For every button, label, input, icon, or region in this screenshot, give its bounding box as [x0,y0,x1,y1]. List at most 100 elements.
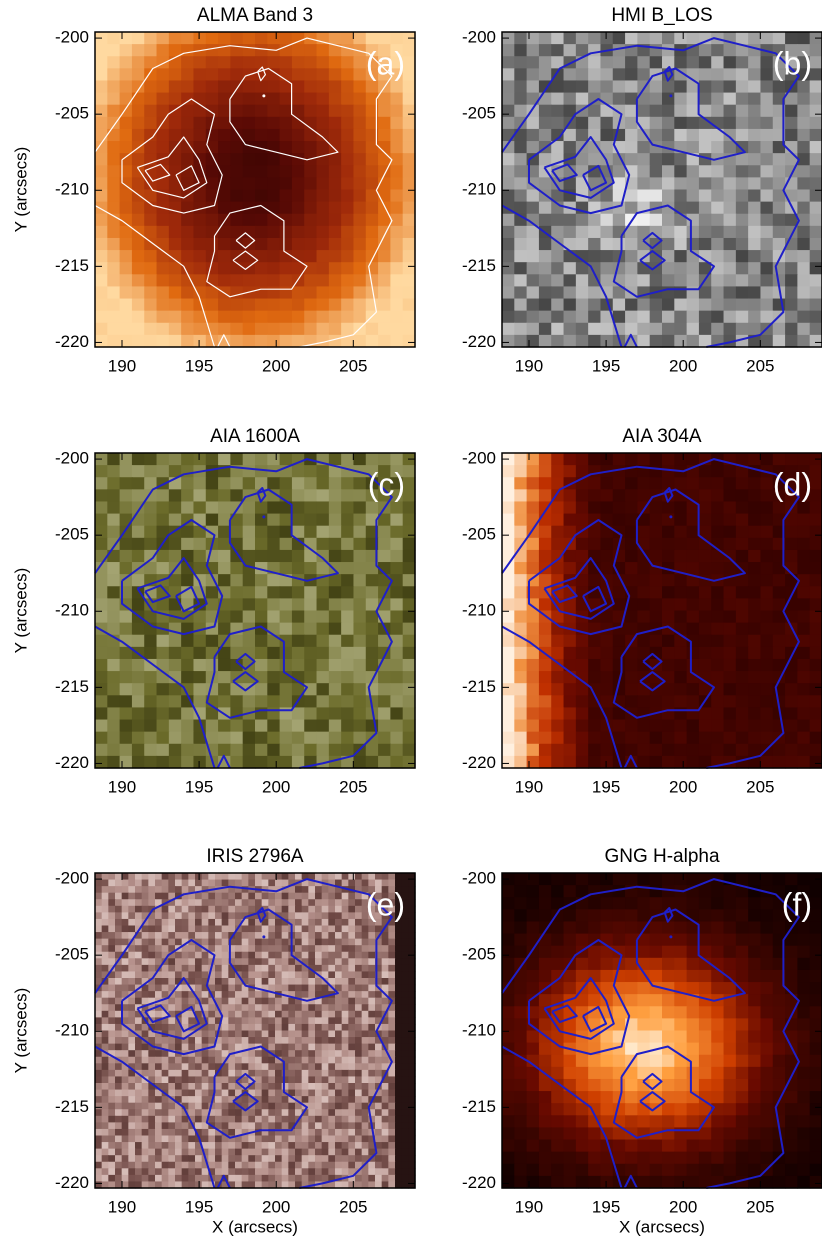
image-pixel [243,538,256,551]
image-pixel [650,153,663,166]
image-pixel [222,1122,229,1129]
image-pixel [202,880,209,887]
image-pixel [102,1103,109,1110]
image-pixel [275,1109,282,1116]
image-pixel [317,501,330,514]
image-pixel [175,906,182,913]
image-pixel [175,1116,182,1123]
image-pixel [202,1083,209,1090]
image-pixel [699,93,712,106]
image-pixel [242,1017,249,1024]
image-pixel [502,647,515,660]
image-pixel [355,899,362,906]
image-pixel [637,538,650,551]
image-pixel [551,465,564,478]
image-pixel [711,141,724,154]
image-pixel [335,1070,342,1077]
image-pixel [132,489,145,502]
image-pixel [539,477,552,490]
image-pixel [375,1011,382,1018]
image-pixel [637,141,650,154]
image-pixel [674,335,687,348]
image-pixel [95,68,108,81]
image-pixel [267,274,280,287]
image-pixel [144,335,157,348]
image-pixel [335,1037,342,1044]
image-pixel [402,1037,409,1044]
image-pixel [328,939,335,946]
image-pixel [402,1149,409,1156]
image-pixel [157,335,170,348]
image-pixel [378,720,391,733]
image-pixel [662,611,675,624]
image-pixel [317,623,330,636]
image-pixel [539,214,552,227]
image-pixel [328,1083,335,1090]
image-pixel [308,1011,315,1018]
image-pixel [120,238,133,251]
image-pixel [341,720,354,733]
image-pixel [228,1155,235,1162]
image-pixel [341,323,354,336]
image-pixel [304,165,317,178]
image-pixel [588,226,601,239]
image-pixel [122,1070,129,1077]
image-pixel [107,286,120,299]
image-pixel [107,80,120,93]
panel-title: HMI B_LOS [611,5,712,26]
image-pixel [551,707,564,720]
image-pixel [230,214,243,227]
image-pixel [539,335,552,348]
image-pixel [353,611,366,624]
image-pixel [748,323,761,336]
image-pixel [600,659,613,672]
image-pixel [348,1122,355,1129]
image-pixel [255,1017,262,1024]
image-pixel [674,695,687,708]
image-pixel [378,744,391,757]
image-pixel [388,1044,395,1051]
image-pixel [335,873,342,880]
image-pixel [128,1155,135,1162]
image-pixel [248,906,255,913]
image-pixel [162,1083,169,1090]
image-pixel [267,250,280,263]
image-pixel [328,873,335,880]
image-pixel [169,286,182,299]
image-pixel [564,453,577,466]
image-pixel [348,919,355,926]
image-pixel [135,1103,142,1110]
image-pixel [195,926,202,933]
image-pixel [551,635,564,648]
image-pixel [375,1057,382,1064]
image-pixel [375,1063,382,1070]
image-pixel [202,893,209,900]
image-pixel [366,586,379,599]
image-pixel [355,1057,362,1064]
image-pixel [144,465,157,478]
image-pixel [724,299,737,312]
image-pixel [155,926,162,933]
image-pixel [215,1096,222,1103]
x-tick-label: 195 [185,777,213,796]
image-pixel [539,598,552,611]
image-pixel [255,190,268,203]
image-pixel [797,647,810,660]
image-pixel [107,526,120,539]
image-pixel [243,550,256,563]
image-pixel [785,720,798,733]
image-pixel [317,598,330,611]
image-pixel [142,899,149,906]
image-pixel [280,129,293,142]
image-pixel [128,926,135,933]
image-pixel [142,1057,149,1064]
image-pixel [288,893,295,900]
image-pixel [724,489,737,502]
image-pixel [674,611,687,624]
image-pixel [108,985,115,992]
image-pixel [222,1109,229,1116]
image-pixel [142,1136,149,1143]
image-pixel [193,611,206,624]
image-pixel [402,873,409,880]
image-pixel [168,1136,175,1143]
